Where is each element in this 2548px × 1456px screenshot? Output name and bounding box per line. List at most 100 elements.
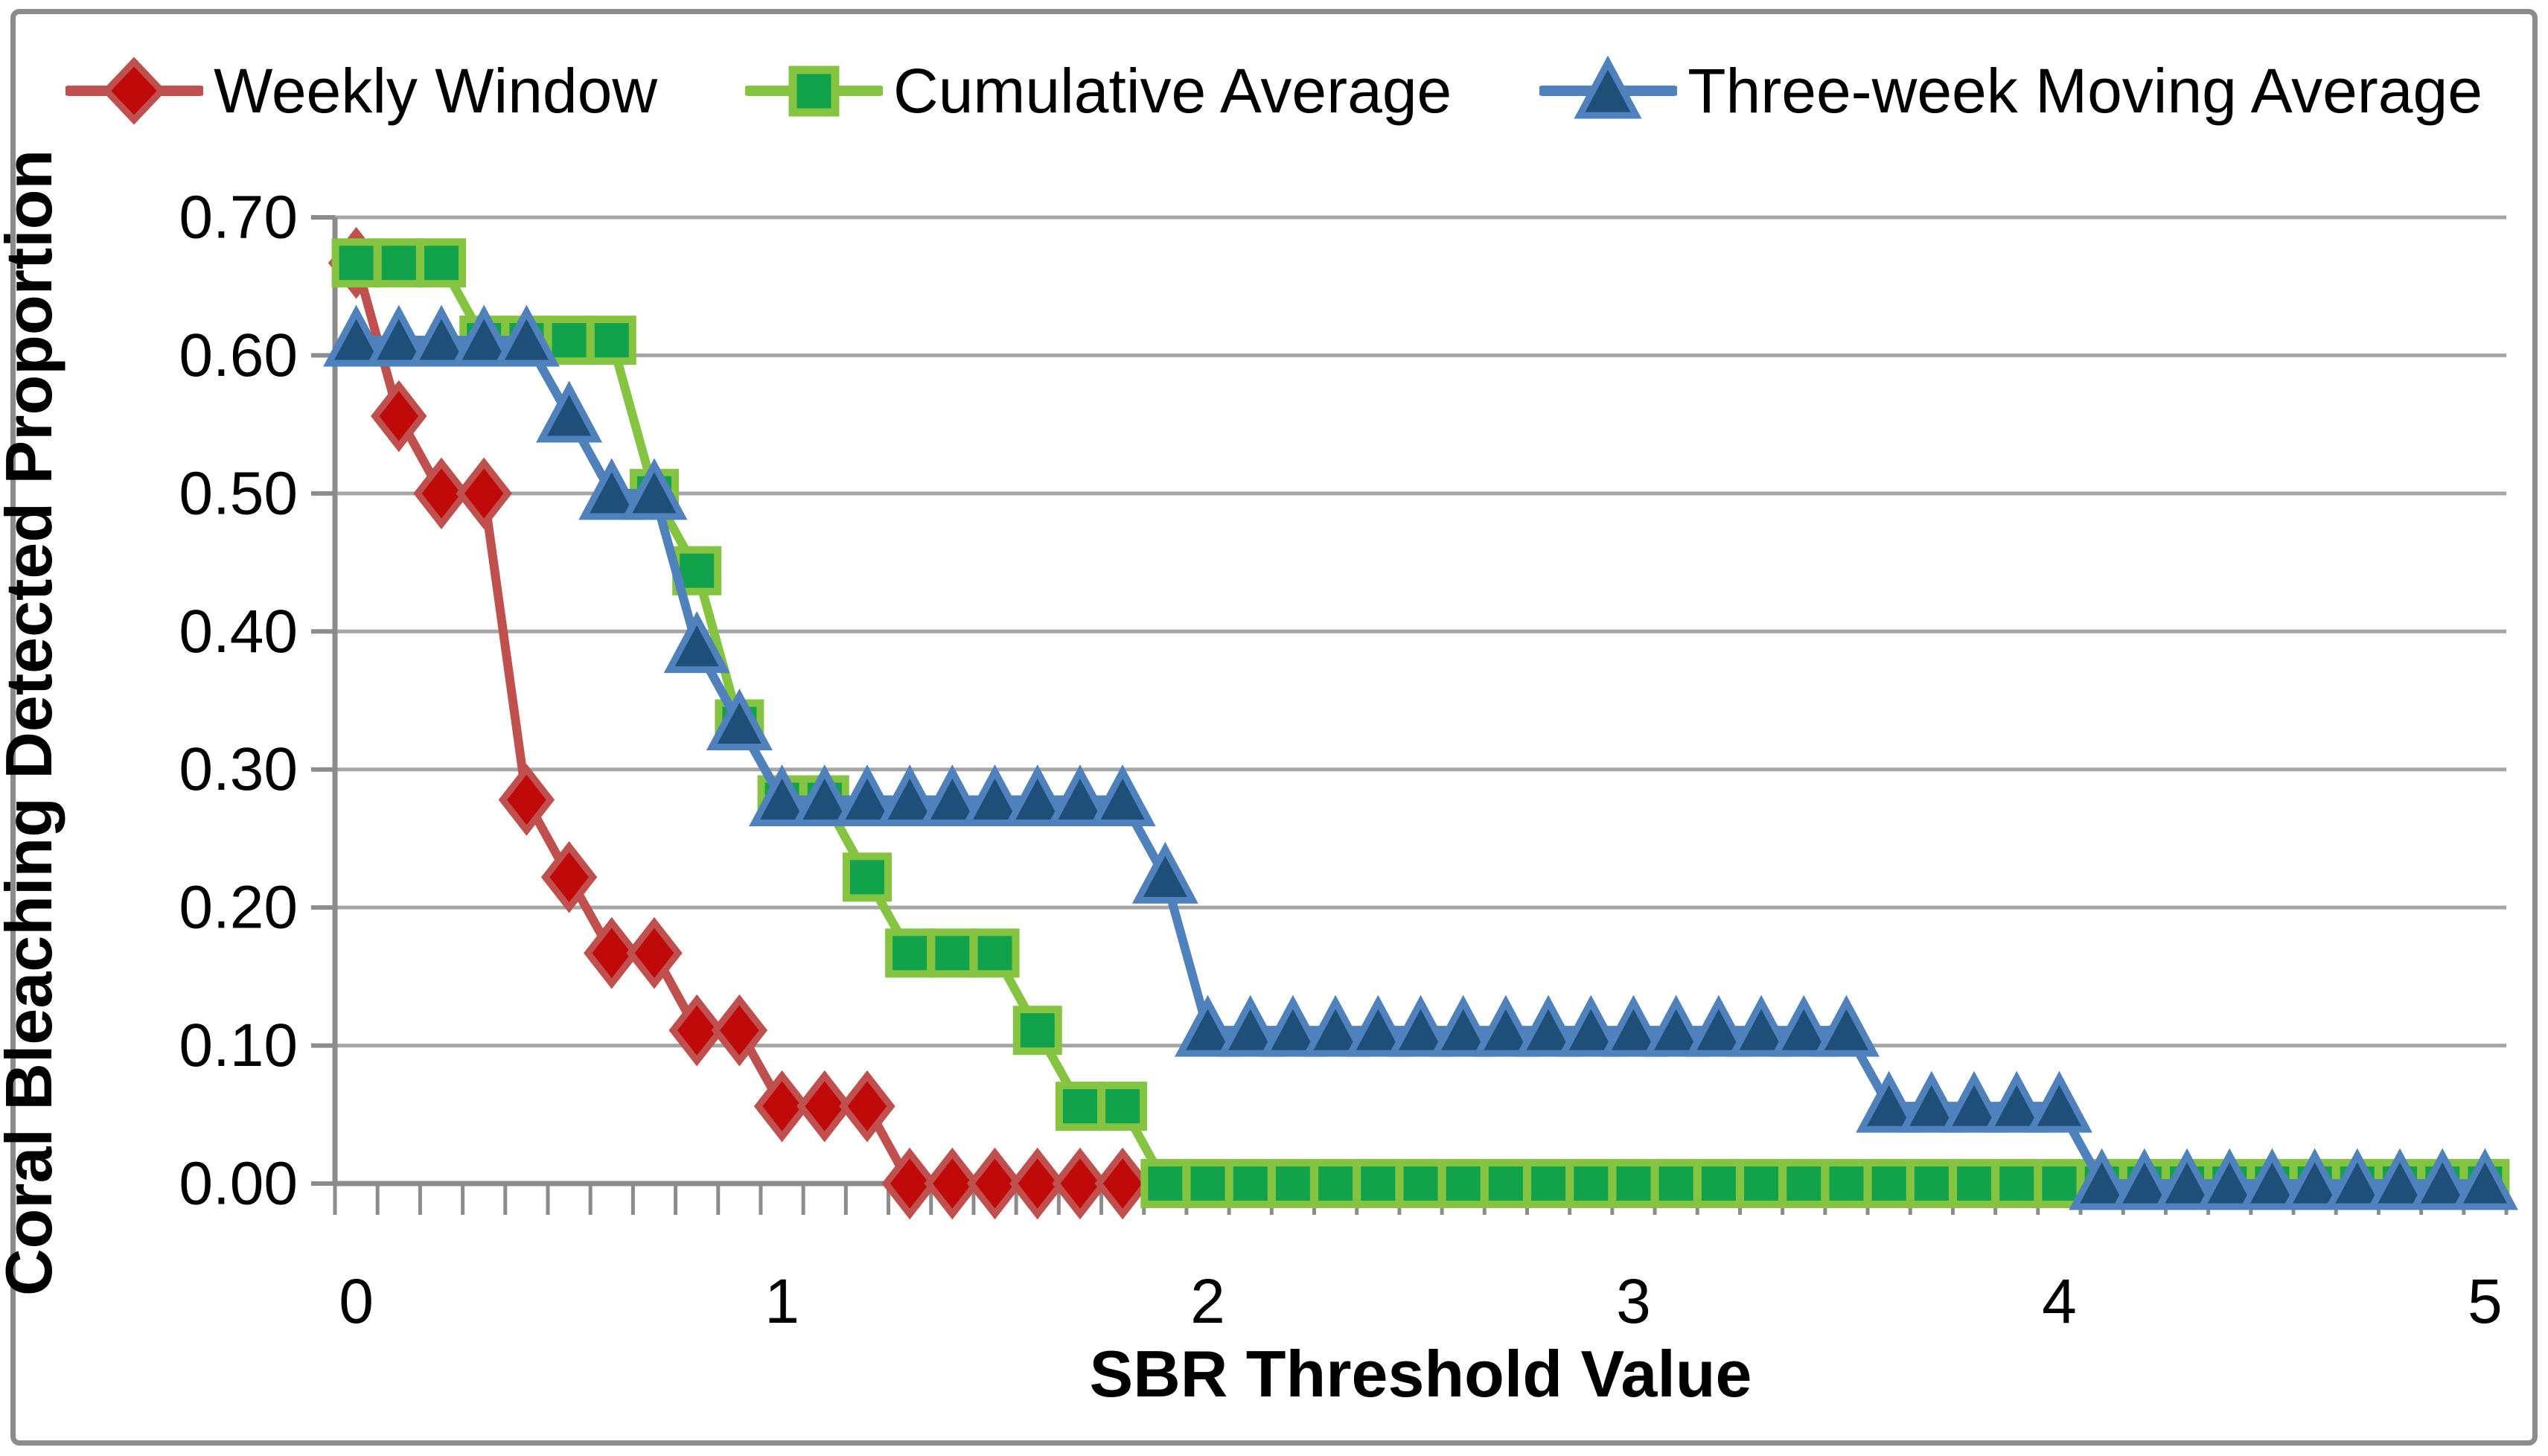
square-marker [2034,1159,2084,1208]
triangle-marker-icon [1539,55,1678,119]
diamond-marker [584,917,640,989]
triangle-marker [1643,994,1710,1057]
triangle-marker [2196,1148,2263,1210]
square-marker [1609,1159,1658,1208]
triangle-marker [1813,994,1880,1057]
square-marker [416,238,466,288]
y-tick-label: 0.30 [179,735,298,803]
diamond-marker [881,1147,938,1220]
triangle-marker [2366,1148,2433,1210]
triangle-marker [536,380,603,443]
triangle-marker [1131,841,1198,904]
series-line-3 [351,336,2490,1188]
triangle-marker [493,304,560,367]
y-tick-label: 0.50 [179,459,298,527]
triangle-marker [1472,994,1539,1057]
square-marker [1055,1082,1105,1131]
triangle-marker [1259,994,1326,1057]
triangle-marker [1302,994,1369,1057]
square-marker [1737,1159,1787,1208]
square-marker [1950,1159,1999,1208]
square-marker [374,238,424,288]
legend: Weekly Window Cumulative Average Three-w… [0,39,2548,143]
square-marker [1481,1159,1530,1208]
diamond-marker [668,994,725,1067]
triangle-marker [578,458,645,520]
legend-label-weekly-window: Weekly Window [214,55,658,126]
triangle-marker [323,304,390,367]
diamond-marker [413,457,470,530]
legend-label-three-week-moving-average: Three-week Moving Average [1688,55,2482,126]
square-marker [1524,1159,1574,1208]
diamond-marker [839,1070,895,1143]
square-marker [885,928,935,978]
triangle-marker [749,764,816,827]
triangle-marker [791,764,858,827]
square-marker [1779,1159,1829,1208]
square-marker [587,316,636,365]
diamond-marker [753,1070,811,1143]
diamond-marker [796,1070,853,1143]
y-tick-label: 0.40 [179,598,298,665]
triangle-marker [876,764,943,827]
x-tick-label: 5 [2468,1266,2503,1336]
triangle-marker [450,304,517,367]
triangle-marker [2282,1148,2349,1210]
square-marker [1311,1159,1361,1208]
square-marker-icon [745,66,884,117]
triangle-marker [1344,994,1411,1057]
y-tick-label: 0.70 [179,184,298,252]
square-marker [1992,1159,2042,1208]
square-marker [1183,1159,1233,1208]
x-tick-label: 0 [339,1266,374,1336]
triangle-marker [2409,1148,2476,1210]
triangle-marker [408,304,475,367]
square-marker [1353,1159,1403,1208]
triangle-marker [962,764,1029,827]
diamond-marker [456,457,512,530]
diamond-marker [711,994,768,1067]
diamond-marker-icon [66,57,204,125]
diamond-marker [371,380,427,453]
square-marker [1012,1006,1062,1056]
diamond-marker [1052,1147,1108,1220]
square-marker [1140,1159,1190,1208]
triangle-marker [919,764,986,827]
triangle-marker [2324,1148,2391,1210]
triangle-marker [1898,1070,1965,1133]
triangle-marker [663,611,730,674]
triangle-marker [2069,1148,2136,1210]
square-marker [1098,1082,1148,1131]
triangle-marker [1685,994,1752,1057]
diamond-marker [1009,1147,1066,1220]
x-tick-label: 1 [764,1266,799,1336]
square-marker [927,928,977,978]
triangle-marker [1770,994,1837,1057]
y-tick-label: 0.10 [179,1012,298,1079]
diamond-marker [924,1147,981,1220]
y-tick-label: 0.00 [179,1150,298,1218]
square-marker [331,238,381,288]
diamond-marker [626,917,683,989]
triangle-marker [2111,1148,2178,1210]
square-marker [1821,1159,1871,1208]
triangle-marker [834,764,901,827]
x-axis-title: SBR Threshold Value [1089,1337,1752,1411]
triangle-marker [1430,994,1497,1057]
square-marker [1651,1159,1701,1208]
square-marker [842,852,892,902]
y-tick-label: 0.20 [179,874,298,942]
triangle-marker [1217,994,1284,1057]
triangle-marker [1175,994,1242,1057]
triangle-marker [621,458,688,520]
square-marker [1906,1159,1956,1208]
square-marker [1438,1159,1488,1208]
square-marker [544,316,594,365]
square-marker [1693,1159,1743,1208]
x-tick-label: 3 [1616,1266,1651,1336]
triangle-marker [1387,994,1455,1057]
square-marker [1396,1159,1446,1208]
triangle-marker [1515,994,1582,1057]
